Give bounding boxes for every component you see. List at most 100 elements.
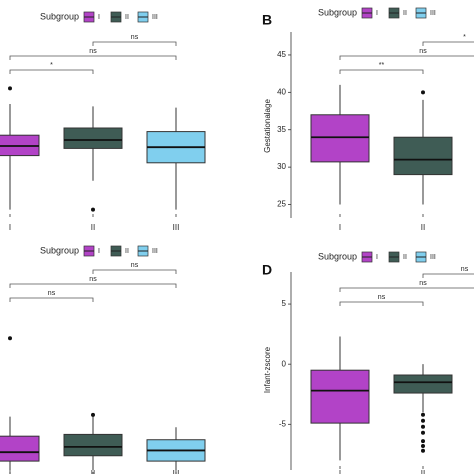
legend-key-II: II (388, 251, 407, 263)
legend-key-II: II (110, 245, 129, 257)
outlier-point (421, 412, 425, 417)
outlier-point (421, 439, 425, 444)
significance-bracket: ns (9, 48, 177, 60)
significance-bracket: ns (339, 280, 474, 292)
legend-label-III: III (152, 248, 158, 255)
bracket-label: ns (89, 48, 97, 55)
y-axis-label: Gestationalage (263, 99, 272, 153)
box-iqr (393, 136, 453, 176)
x-tick-label-II: II (421, 223, 425, 232)
legend-key-I: I (83, 11, 100, 23)
x-tick-label-I: I (339, 469, 341, 474)
box-iqr (0, 435, 40, 462)
significance-bracket: ns (9, 290, 94, 302)
outlier-point (8, 86, 12, 91)
legend-label-I: I (376, 10, 378, 17)
bracket-label: ns (89, 276, 97, 283)
legend-key-II: II (110, 11, 129, 23)
legend-label-II: II (403, 254, 407, 261)
legend-label-II: II (125, 14, 129, 21)
bracket-label: ns (48, 290, 56, 297)
legend-label-III: III (430, 10, 436, 17)
legend-key-I: I (361, 251, 378, 263)
box-II (63, 412, 123, 470)
legend-label-I: I (98, 248, 100, 255)
bracket-label: ns (461, 266, 469, 273)
bracket-label: * (50, 62, 53, 69)
legend-label-III: III (152, 14, 158, 21)
legend-key-I: I (83, 245, 100, 257)
box-iqr (63, 127, 123, 149)
box-II (393, 90, 453, 205)
outlier-point (421, 430, 425, 435)
box-II (393, 364, 453, 453)
significance-bracket: ns (92, 262, 177, 274)
y-tick-label: 45 (277, 50, 286, 59)
y-tick-label: 5 (282, 299, 287, 308)
legend-title: Subgroup (40, 245, 79, 255)
outlier-point (421, 418, 425, 423)
legend-key-III: III (137, 11, 158, 23)
box-iqr (310, 114, 370, 163)
y-tick-label: 30 (277, 162, 286, 171)
legend-key-III: III (415, 251, 436, 263)
x-tick-label-II: II (91, 223, 95, 232)
bracket-line (422, 273, 474, 278)
box-II (63, 106, 123, 212)
bracket-line (339, 55, 474, 60)
significance-bracket: ** (339, 62, 424, 74)
legend: Subgroup I II III (40, 11, 158, 23)
significance-bracket: * (9, 62, 94, 74)
y-tick-label: -5 (279, 419, 287, 428)
bracket-line (9, 297, 94, 302)
legend: Subgroup I II III (40, 245, 158, 257)
legend-title: Subgroup (318, 251, 357, 261)
panel-letter: D (262, 261, 272, 277)
legend: Subgroup I II III (318, 251, 436, 263)
bracket-line (422, 41, 474, 46)
outlier-point (91, 412, 95, 417)
legend-title: Subgroup (40, 11, 79, 21)
box-I (310, 336, 370, 461)
y-tick-label: 0 (282, 359, 287, 368)
legend-label-I: I (376, 254, 378, 261)
legend-key-II: II (388, 7, 407, 19)
box-iqr (393, 374, 453, 394)
significance-bracket: * (422, 34, 474, 46)
box-I (310, 84, 370, 205)
box-iqr (63, 433, 123, 457)
x-tick-label-I: I (9, 223, 11, 232)
chart-panel-2: B Subgroup I II III2530354045GestationalageI… (262, 7, 474, 232)
outlier-point (8, 336, 12, 341)
x-tick-label-III: III (173, 469, 180, 474)
box-III (146, 427, 206, 470)
outlier-point (421, 443, 425, 448)
bracket-line (9, 283, 177, 288)
bracket-line (9, 69, 94, 74)
y-tick-label: 40 (277, 87, 286, 96)
significance-bracket: ns (9, 276, 177, 288)
significance-bracket: ns (422, 266, 474, 278)
box-III (146, 107, 206, 210)
y-axis-label: Infant-zscore (263, 346, 272, 393)
bracket-label: ns (419, 48, 427, 55)
bracket-line (9, 55, 177, 60)
legend-key-I: I (361, 7, 378, 19)
significance-bracket: ns (339, 48, 474, 60)
bracket-label: ns (419, 280, 427, 287)
bracket-label: * (463, 34, 466, 41)
legend-label-II: II (125, 248, 129, 255)
outlier-point (421, 424, 425, 429)
x-tick-label-III: III (173, 223, 180, 232)
outlier-point (421, 448, 425, 453)
bracket-line (92, 41, 177, 46)
box-I (0, 86, 40, 210)
panel-letter: B (262, 11, 272, 27)
legend: Subgroup I II III (318, 7, 436, 19)
bracket-line (339, 69, 424, 74)
bracket-line (339, 287, 474, 292)
